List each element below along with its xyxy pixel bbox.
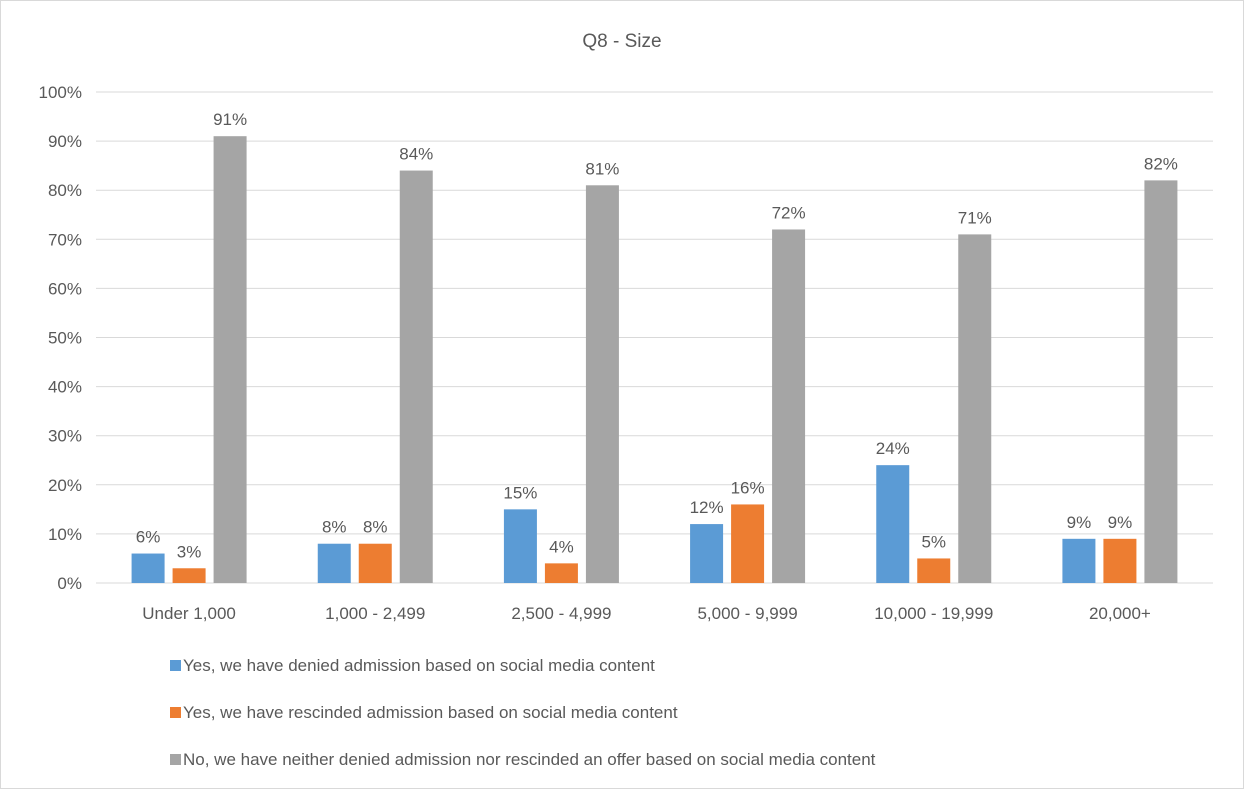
data-label-series1-cat4: 12% xyxy=(690,498,724,517)
bar-series2-cat4 xyxy=(731,504,765,583)
bar-series3-cat6 xyxy=(1144,180,1178,583)
y-axis-tick-labels: 0% 10% 20% 30% 40% 50% 60% 70% 80% 90% 100% xyxy=(39,83,82,593)
data-label-series2-cat1: 3% xyxy=(177,542,202,561)
y-tick-label-80: 80% xyxy=(48,181,82,200)
data-label-series2-cat6: 9% xyxy=(1108,513,1133,532)
legend-label-3: No, we have neither denied admission nor… xyxy=(183,750,876,769)
y-tick-label-100: 100% xyxy=(39,83,82,102)
bar-series2-cat6 xyxy=(1103,538,1137,583)
legend-swatch-2 xyxy=(170,707,181,718)
data-label-series3-cat2: 84% xyxy=(399,145,433,164)
data-label-series3-cat3: 81% xyxy=(585,159,619,178)
data-label-series3-cat6: 82% xyxy=(1144,154,1178,173)
data-label-series3-cat1: 91% xyxy=(213,110,247,129)
bar-series3-cat4 xyxy=(772,229,806,584)
bar-series1-cat2 xyxy=(317,543,351,583)
legend-label-2: Yes, we have rescinded admission based o… xyxy=(183,703,678,722)
x-axis: Under 1,000 1,000 - 2,499 2,500 - 4,999 5,0… xyxy=(142,604,1151,623)
bar-series3-cat3 xyxy=(585,185,619,584)
x-tick-label-6: 20,000+ xyxy=(1089,604,1151,623)
bar-series1-cat5 xyxy=(876,465,910,583)
bar-series1-cat4 xyxy=(690,524,724,583)
data-label-series3-cat5: 71% xyxy=(958,208,992,227)
x-tick-label-4: 5,000 - 9,999 xyxy=(697,604,797,623)
bar-series2-cat5 xyxy=(917,558,951,583)
y-tick-label-10: 10% xyxy=(48,525,82,544)
y-tick-label-50: 50% xyxy=(48,329,82,348)
chart-title: Q8 - Size xyxy=(582,31,661,52)
y-tick-label-90: 90% xyxy=(48,132,82,151)
bar-series1-cat1 xyxy=(131,553,165,583)
bar-series3-cat5 xyxy=(958,234,992,583)
data-label-series2-cat4: 16% xyxy=(731,478,765,497)
y-tick-label-40: 40% xyxy=(48,378,82,397)
bar-series1-cat6 xyxy=(1062,538,1096,583)
y-tick-label-30: 30% xyxy=(48,427,82,446)
legend: Yes, we have denied admission based on s… xyxy=(170,656,876,769)
bar-series1-cat3 xyxy=(503,509,537,583)
data-label-series2-cat3: 4% xyxy=(549,537,574,556)
bars xyxy=(131,136,1178,584)
x-tick-label-1: Under 1,000 xyxy=(142,604,236,623)
bar-series2-cat1 xyxy=(172,568,206,583)
y-tick-label-70: 70% xyxy=(48,230,82,249)
data-label-series2-cat2: 8% xyxy=(363,518,388,537)
y-tick-label-20: 20% xyxy=(48,476,82,495)
data-label-series1-cat2: 8% xyxy=(322,518,347,537)
data-label-series1-cat5: 24% xyxy=(876,439,910,458)
data-label-series3-cat4: 72% xyxy=(772,203,806,222)
legend-swatch-3 xyxy=(170,754,181,765)
x-tick-label-5: 10,000 - 19,999 xyxy=(874,604,993,623)
bar-series2-cat3 xyxy=(544,563,578,583)
x-tick-label-2: 1,000 - 2,499 xyxy=(325,604,425,623)
x-tick-label-3: 2,500 - 4,999 xyxy=(511,604,611,623)
data-label-series1-cat3: 15% xyxy=(503,483,537,502)
legend-label-1: Yes, we have denied admission based on s… xyxy=(183,656,655,675)
gridlines xyxy=(96,91,1213,584)
bar-series2-cat2 xyxy=(358,543,392,583)
data-label-series1-cat6: 9% xyxy=(1067,513,1092,532)
y-tick-label-60: 60% xyxy=(48,279,82,298)
legend-swatch-1 xyxy=(170,660,181,671)
data-label-series2-cat5: 5% xyxy=(921,532,946,551)
data-labels: 6% 3% 91% 8% 8% 84% 15% 4% 81% 12% 16% 72% 24% 5% 71% 9… xyxy=(136,110,1178,561)
bar-series3-cat1 xyxy=(213,136,247,583)
y-tick-label-0: 0% xyxy=(57,574,82,593)
bar-series3-cat2 xyxy=(399,170,433,583)
data-label-series1-cat1: 6% xyxy=(136,528,161,547)
